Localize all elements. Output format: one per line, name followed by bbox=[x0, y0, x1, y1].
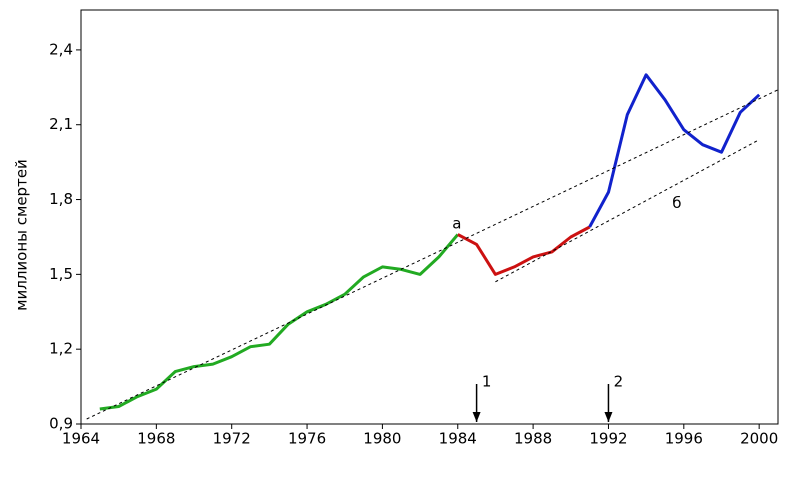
x-tick-label: 1996 bbox=[665, 430, 703, 448]
data-line bbox=[99, 233, 459, 411]
x-tick-label: 1988 bbox=[514, 430, 552, 448]
y-tick-label: 1,8 bbox=[49, 190, 73, 208]
annotation-label: 2 bbox=[614, 373, 624, 391]
data-line bbox=[588, 73, 761, 228]
trend-label: б bbox=[672, 194, 681, 212]
y-tick-label: 1,2 bbox=[49, 340, 73, 358]
trend-line bbox=[86, 89, 779, 420]
y-tick-label: 2,1 bbox=[49, 115, 73, 133]
x-tick-label: 2000 bbox=[740, 430, 778, 448]
y-tick-label: 0,9 bbox=[49, 415, 73, 433]
x-tick-label: 1972 bbox=[213, 430, 251, 448]
annotation-arrowhead bbox=[604, 412, 613, 422]
trend-label: а bbox=[452, 214, 461, 232]
x-tick-label: 1968 bbox=[137, 430, 175, 448]
y-axis-label: миллионы смертей bbox=[13, 159, 31, 311]
x-tick-label: 1980 bbox=[363, 430, 401, 448]
y-tick-label: 2,4 bbox=[49, 40, 73, 58]
x-tick-label: 1984 bbox=[439, 430, 477, 448]
x-tick-label: 1976 bbox=[288, 430, 326, 448]
y-tick-label: 1,5 bbox=[49, 265, 73, 283]
x-tick-label: 1964 bbox=[62, 430, 100, 448]
x-tick-label: 1992 bbox=[589, 430, 627, 448]
data-line bbox=[457, 225, 591, 276]
annotation-label: 1 bbox=[482, 373, 492, 391]
annotation-arrowhead bbox=[472, 412, 481, 422]
plot-frame bbox=[80, 9, 779, 425]
trend-line bbox=[495, 139, 760, 283]
